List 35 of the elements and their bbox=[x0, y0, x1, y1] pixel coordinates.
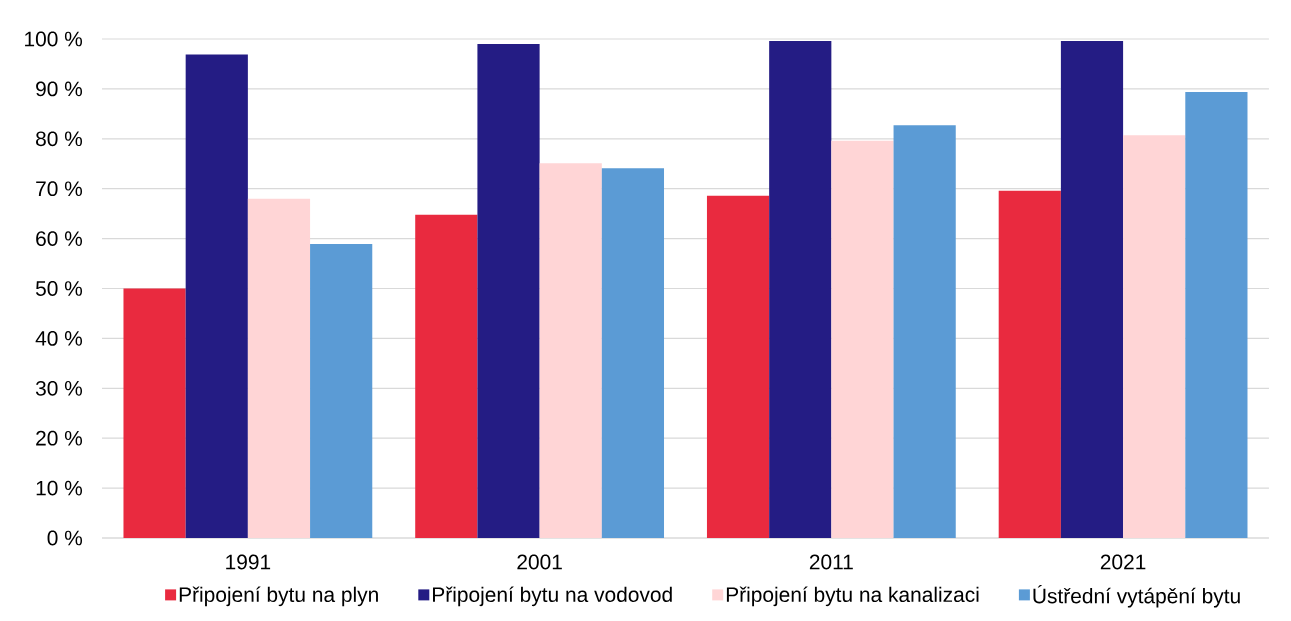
y-tick-label: 100 % bbox=[25, 31, 83, 47]
bar bbox=[769, 40, 832, 538]
y-tick-label: 50 % bbox=[35, 281, 83, 296]
legend-label: Ústřední vytápění bytu bbox=[1033, 585, 1240, 608]
bar bbox=[310, 244, 373, 538]
bar bbox=[998, 190, 1061, 538]
x-tick-label: 2011 bbox=[809, 554, 853, 570]
y-tick-label: 70 % bbox=[36, 181, 83, 197]
y-tick-label: 60 % bbox=[36, 231, 83, 246]
bar bbox=[1060, 40, 1124, 538]
legend-label: Připojení bytu na kanalizaci bbox=[726, 586, 979, 607]
x-tick-label: 1991 bbox=[226, 554, 271, 570]
y-tick-label: 80 % bbox=[36, 131, 83, 147]
y-tick-label: 10 % bbox=[36, 480, 83, 496]
x-tick-label: 2021 bbox=[1100, 554, 1146, 570]
y-tick-label: 20 % bbox=[36, 430, 83, 446]
bar bbox=[539, 163, 602, 538]
bar bbox=[247, 198, 311, 538]
bar bbox=[706, 195, 770, 538]
bar bbox=[123, 288, 186, 538]
bar bbox=[1185, 91, 1248, 538]
bar bbox=[477, 43, 540, 538]
y-tick-label: 40 % bbox=[35, 330, 83, 346]
bar bbox=[185, 54, 248, 538]
legend-label: Připojení bytu na plyn bbox=[179, 586, 378, 607]
bar bbox=[601, 168, 665, 538]
y-tick-label: 90 % bbox=[36, 81, 83, 97]
y-tick-label: 0 % bbox=[47, 530, 83, 546]
bar bbox=[893, 125, 956, 538]
bar bbox=[1123, 135, 1186, 538]
bar bbox=[415, 214, 478, 538]
y-tick-label: 30 % bbox=[35, 380, 83, 396]
bar bbox=[831, 140, 894, 538]
x-tick-label: 2001 bbox=[517, 554, 562, 570]
legend-label: Připojení bytu na vodovod bbox=[433, 586, 672, 607]
